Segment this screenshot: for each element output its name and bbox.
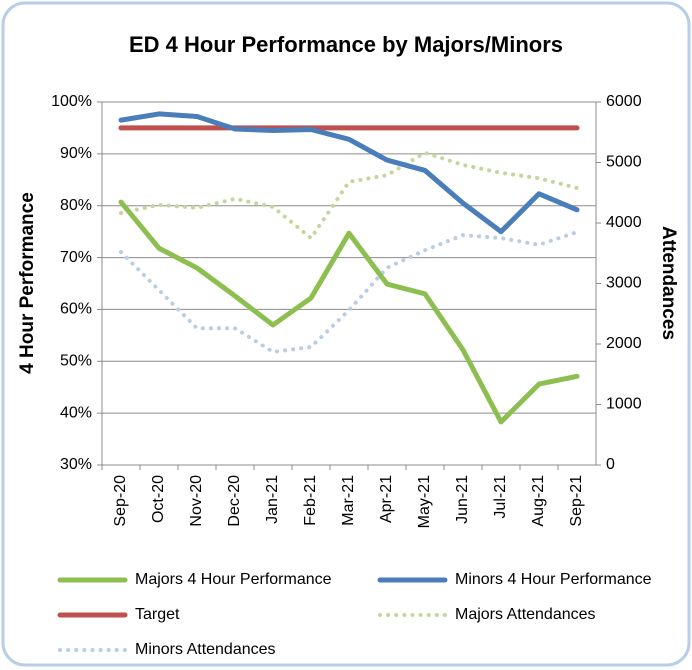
- y-tick-label: 90%: [60, 145, 92, 162]
- y2-tick-label: 1000: [606, 396, 642, 413]
- legend-label: Target: [135, 606, 180, 623]
- x-tick-label: Oct-20: [150, 475, 167, 523]
- y2-tick-label: 2000: [606, 335, 642, 352]
- y-tick-label: 70%: [60, 249, 92, 266]
- x-tick-label: Jun-21: [454, 475, 471, 524]
- x-tick-label: Nov-20: [188, 475, 205, 527]
- x-tick-label: Mar-21: [340, 475, 357, 526]
- x-tick-label: Jul-21: [492, 475, 509, 519]
- line-series: [118, 111, 580, 235]
- y2-tick-label: 0: [606, 456, 615, 473]
- y-tick-label: 40%: [60, 404, 92, 421]
- x-tick-label: Sep-20: [112, 475, 129, 527]
- x-tick-label: Jan-21: [264, 475, 281, 524]
- y2-tick-label: 5000: [606, 154, 642, 171]
- legend-label: Majors Attendances: [455, 606, 596, 623]
- y2-tick-label: 3000: [606, 275, 642, 292]
- y-axis-label: 4 Hour Performance: [17, 192, 38, 374]
- x-tick-label: Feb-21: [302, 475, 319, 526]
- x-tick-label: May-21: [416, 475, 433, 528]
- y2-tick-label: 6000: [606, 93, 642, 110]
- y-tick-label: 30%: [60, 456, 92, 473]
- x-tick-label: Dec-20: [226, 475, 243, 527]
- legend-label: Minors Attendances: [135, 641, 276, 658]
- x-tick-label: Sep-21: [568, 475, 585, 527]
- chart-title: ED 4 Hour Performance by Majors/Minors: [129, 32, 563, 57]
- x-tick-label: Aug-21: [530, 475, 547, 527]
- line-series: [118, 199, 580, 425]
- x-tick-label: Apr-21: [378, 475, 395, 523]
- line-series: [119, 230, 579, 354]
- y2-tick-label: 4000: [606, 214, 642, 231]
- y-tick-label: 50%: [60, 353, 92, 370]
- legend-label: Minors 4 Hour Performance: [455, 571, 652, 588]
- y-tick-label: 60%: [60, 301, 92, 318]
- legend-label: Majors 4 Hour Performance: [135, 571, 332, 588]
- y2-axis-label: Attendances: [658, 226, 679, 340]
- y-tick-label: 100%: [51, 93, 92, 110]
- y-tick-label: 80%: [60, 197, 92, 214]
